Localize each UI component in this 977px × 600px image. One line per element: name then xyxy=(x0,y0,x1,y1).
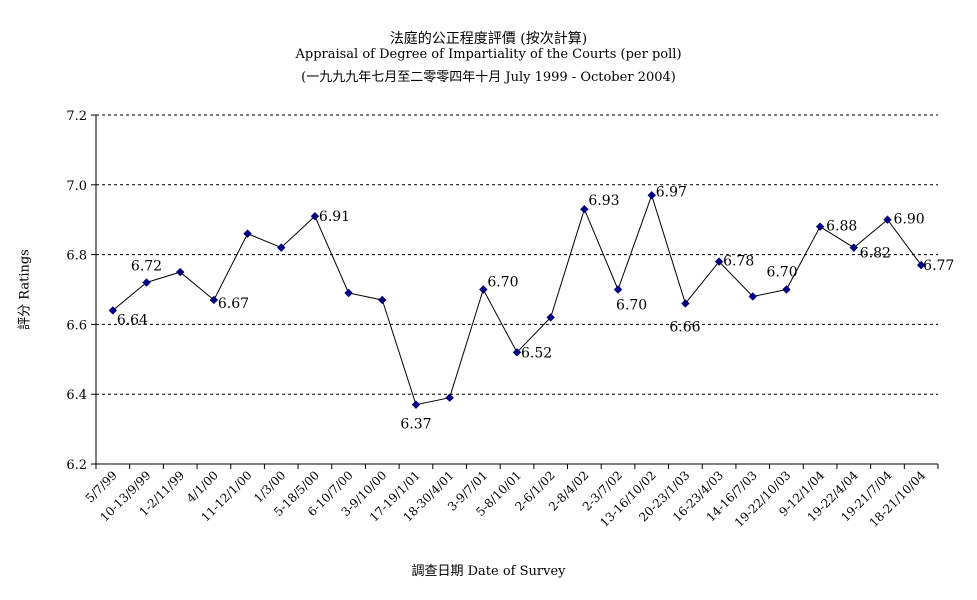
data-point xyxy=(883,215,892,224)
x-axis-title: 調查日期 Date of Survey xyxy=(411,564,566,579)
y-tick-label: 7.0 xyxy=(66,179,87,194)
data-point xyxy=(714,257,724,266)
data-label: 6.91 xyxy=(319,209,350,225)
y-tick-label: 6.8 xyxy=(66,249,87,264)
data-point xyxy=(209,295,219,305)
data-point xyxy=(479,285,488,294)
y-tick-label: 7.2 xyxy=(66,109,87,124)
data-label: 6.70 xyxy=(766,265,797,281)
data-label: 6.37 xyxy=(400,417,431,433)
data-point xyxy=(815,222,825,231)
data-point xyxy=(546,313,555,322)
y-axis-title: 評分 Ratings xyxy=(17,249,33,330)
data-point xyxy=(277,243,286,252)
data-label: 6.67 xyxy=(218,296,249,312)
data-point xyxy=(580,205,589,214)
data-label: 6.64 xyxy=(117,312,148,328)
chart-title: 法庭的公正程度評價 (按次計算) xyxy=(389,31,588,47)
chart-subtitle: Appraisal of Degree of Impartiality of t… xyxy=(295,47,682,62)
data-point xyxy=(916,260,926,270)
data-label: 6.93 xyxy=(588,193,619,209)
y-tick-label: 6.2 xyxy=(66,458,87,473)
data-point xyxy=(175,267,185,277)
data-point xyxy=(310,212,320,221)
data-point xyxy=(108,306,118,315)
data-label: 6.82 xyxy=(860,246,891,262)
data-label: 6.70 xyxy=(487,275,518,291)
data-point xyxy=(411,400,421,409)
data-label: 6.66 xyxy=(669,319,700,335)
data-label: 6.70 xyxy=(616,298,647,314)
data-point xyxy=(512,348,522,357)
data-label: 6.90 xyxy=(893,212,924,228)
data-point xyxy=(782,285,791,294)
chart-period: (一九九九年七月至二零零四年十月 July 1999 - October 200… xyxy=(301,70,676,85)
y-tick-label: 6.6 xyxy=(66,318,87,333)
data-label: 6.97 xyxy=(656,184,687,200)
data-label: 6.78 xyxy=(723,254,754,270)
data-point xyxy=(445,393,454,402)
data-point xyxy=(647,191,656,200)
data-point xyxy=(849,243,859,252)
data-point xyxy=(613,285,623,294)
data-point xyxy=(748,292,757,301)
data-point xyxy=(378,295,387,305)
data-label: 6.52 xyxy=(521,345,552,361)
data-label: 6.88 xyxy=(826,219,857,235)
data-label: 6.77 xyxy=(923,258,954,274)
data-point xyxy=(681,299,690,308)
y-tick-label: 6.4 xyxy=(66,388,87,403)
data-point xyxy=(142,278,151,287)
data-point xyxy=(344,288,353,298)
data-label: 6.72 xyxy=(131,259,162,275)
data-point xyxy=(243,229,252,238)
